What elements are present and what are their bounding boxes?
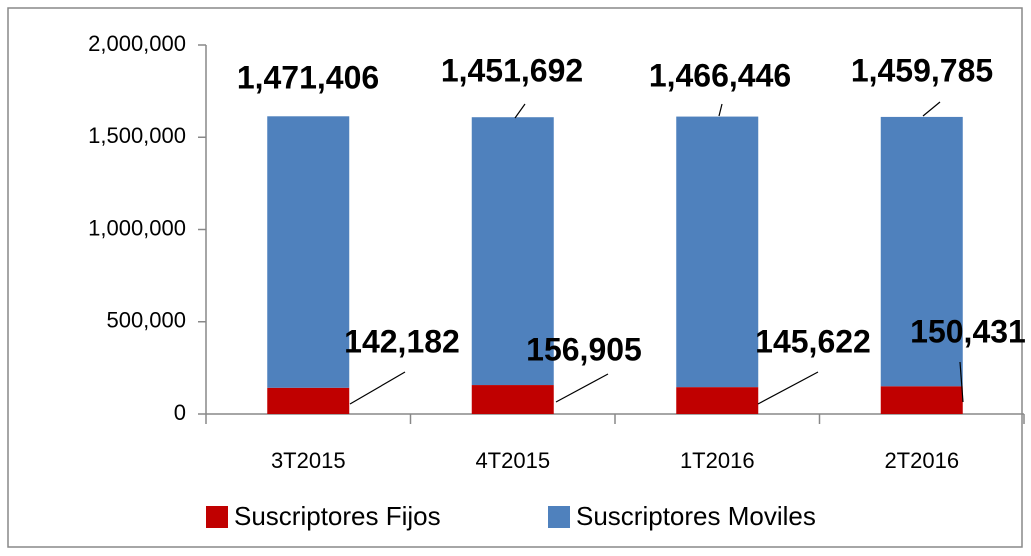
x-tick-label: 1T2016 <box>680 448 755 473</box>
x-tick-label: 4T2015 <box>475 448 550 473</box>
leader-line <box>718 103 723 117</box>
bar-segment <box>471 385 554 414</box>
legend-label: Suscriptores Moviles <box>576 501 816 531</box>
leader-line <box>349 371 406 405</box>
bar-segment <box>267 387 350 414</box>
y-tick-label: 500,000 <box>106 308 186 333</box>
data-label: 1,459,785 <box>851 52 993 88</box>
legend-label: Suscriptores Fijos <box>234 501 441 531</box>
data-label: 1,466,446 <box>649 57 791 93</box>
y-tick-label: 0 <box>174 400 186 425</box>
leader-line <box>922 101 941 117</box>
bar-segment <box>471 117 554 386</box>
bar-segment <box>880 386 963 414</box>
data-label: 150,431 <box>910 313 1026 349</box>
legend-swatch <box>548 506 570 528</box>
leader-line <box>959 361 964 403</box>
y-tick-label: 1,000,000 <box>88 215 186 240</box>
data-label: 1,471,406 <box>237 59 379 95</box>
x-tick-label: 2T2016 <box>884 448 959 473</box>
bar-segment <box>676 116 759 388</box>
bar-segment <box>676 387 759 414</box>
data-label: 142,182 <box>344 323 460 359</box>
leader-line <box>757 371 819 405</box>
legend-swatch <box>206 506 228 528</box>
leader-line <box>514 103 526 119</box>
bar-segment <box>267 116 350 388</box>
data-label: 156,905 <box>526 331 642 367</box>
x-tick-label: 3T2015 <box>271 448 346 473</box>
leader-line <box>555 373 609 403</box>
data-label: 1,451,692 <box>441 52 583 88</box>
y-tick-label: 2,000,000 <box>88 31 186 56</box>
bar-segment <box>880 116 963 387</box>
data-label: 145,622 <box>755 323 871 359</box>
y-tick-label: 1,500,000 <box>88 123 186 148</box>
